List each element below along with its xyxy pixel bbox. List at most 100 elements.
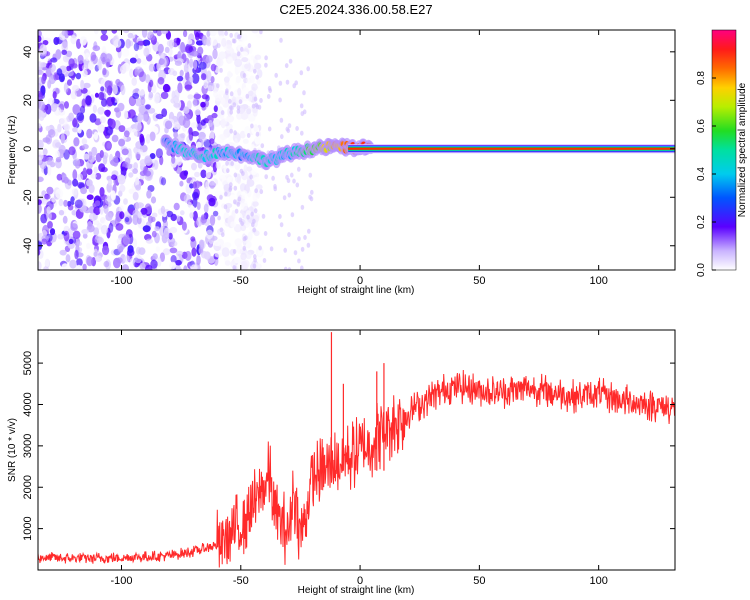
heatmap-noise-cell: [253, 68, 257, 74]
heatmap-noise-cell: [149, 34, 156, 41]
heatmap-noise-cell: [86, 179, 93, 187]
heatmap-noise-cell: [128, 172, 134, 178]
heatmap-noise-cell: [152, 30, 158, 34]
heatmap-noise-cell: [236, 105, 241, 111]
heatmap-noise-cell: [72, 169, 78, 181]
heatmap-noise-cell: [59, 249, 67, 256]
heatmap-noise-cell: [154, 226, 160, 232]
heatmap-noise-cell: [74, 160, 81, 169]
heatmap-noise-cell: [253, 208, 258, 214]
heatmap-noise-cell: [68, 238, 74, 245]
heatmap-noise-cell: [71, 188, 78, 196]
heatmap-noise-cell: [59, 59, 64, 66]
heatmap-noise-cell: [264, 62, 268, 68]
heatmap-noise-cell: [45, 125, 51, 131]
heatmap-noise-cell: [273, 184, 277, 189]
heatmap-noise-cell: [141, 59, 148, 65]
heatmap-noise-cell: [176, 215, 181, 222]
heatmap-noise-cell: [117, 174, 125, 181]
heatmap-noise-cell: [119, 205, 124, 213]
heatmap-noise-cell: [175, 250, 184, 256]
heatmap-noise-cell: [228, 98, 232, 104]
heatmap-noise-cell: [252, 201, 259, 207]
heatmap-noise-cell: [82, 69, 88, 77]
heatmap-noise-cell: [162, 83, 171, 93]
heatmap-noise-cell: [294, 80, 299, 86]
heatmap-noise-cell: [268, 88, 273, 94]
heatmap-noise-cell: [200, 101, 206, 108]
heatmap-noise-cell: [205, 167, 212, 179]
heatmap-noise-cell: [279, 117, 284, 123]
heatmap-noise-cell: [266, 94, 271, 99]
heatmap-noise-cell: [196, 255, 201, 266]
heatmap-noise-cell: [246, 166, 253, 172]
heatmap-noise-cell: [306, 66, 311, 72]
heatmap-noise-cell: [131, 77, 137, 86]
heatmap-noise-cell: [217, 43, 221, 49]
heatmap-noise-cell: [56, 173, 63, 181]
heatmap-noise-cell: [49, 63, 56, 72]
heatmap-noise-cell: [43, 266, 49, 270]
heatmap-noise-cell: [100, 52, 107, 63]
heatmap-noise-cell: [183, 113, 191, 121]
heatmap-noise-cell: [205, 229, 214, 240]
heatmap-noise-cell: [53, 72, 58, 81]
heatmap-noise-cell: [241, 57, 249, 63]
heatmap-noise-cell: [240, 203, 248, 211]
heatmap-noise-cell: [137, 89, 146, 96]
y-tick-label: 0: [22, 146, 34, 152]
heatmap-noise-cell: [86, 194, 94, 200]
heatmap-noise-cell: [153, 93, 160, 104]
heatmap-noise-cell: [191, 247, 197, 257]
heatmap-noise-cell: [190, 236, 196, 242]
heatmap-noise-cell: [93, 206, 101, 216]
heatmap-noise-cell: [310, 189, 314, 195]
heatmap-noise-cell: [102, 155, 108, 165]
heatmap-noise-cell: [136, 58, 142, 64]
heatmap-noise-cell: [46, 210, 52, 222]
heatmap-noise-cell: [179, 180, 184, 187]
heatmap-noise-cell: [300, 204, 305, 210]
heatmap-noise-cell: [192, 181, 198, 189]
heatmap-noise-cell: [235, 120, 243, 128]
heatmap-noise-cell: [254, 62, 262, 70]
heatmap-noise-cell: [80, 79, 85, 90]
heatmap-noise-cell: [233, 256, 242, 264]
heatmap-noise-cell: [135, 98, 143, 107]
heatmap-noise-cell: [150, 259, 158, 269]
heatmap-noise-cell: [237, 196, 242, 202]
heatmap-noise-cell: [90, 51, 97, 61]
heatmap-noise-cell: [59, 117, 68, 127]
heatmap-noise-cell: [309, 196, 314, 202]
heatmap-noise-cell: [50, 57, 58, 63]
heatmap-noise-cell: [104, 109, 111, 116]
heatmap-noise-cell: [38, 151, 44, 161]
heatmap-noise-cell: [60, 133, 65, 144]
heatmap-noise-cell: [118, 125, 126, 133]
heatmap-noise-cell: [86, 242, 91, 249]
heatmap-noise-cell: [72, 127, 79, 133]
heatmap-noise-cell: [236, 34, 241, 40]
heatmap-noise-cell: [153, 159, 159, 170]
heatmap-noise-cell: [213, 105, 218, 113]
heatmap-noise-cell: [297, 236, 301, 242]
heatmap-noise-cell: [97, 124, 105, 133]
heatmap-noise-cell: [75, 72, 82, 80]
heatmap-noise-cell: [99, 187, 105, 197]
y-tick-label: -40: [22, 238, 34, 254]
heatmap-noise-cell: [238, 217, 243, 223]
heatmap-noise-cell: [261, 213, 266, 219]
heatmap-noise-cell: [196, 202, 201, 210]
heatmap-noise-cell: [240, 33, 248, 42]
heatmap-noise-cell: [129, 258, 136, 269]
heatmap-noise-cell: [183, 30, 188, 38]
snr-x-axis-label: Height of straight line (km): [298, 585, 415, 596]
heatmap-noise-cell: [245, 93, 250, 99]
heatmap-noise-cell: [195, 32, 200, 41]
heatmap-noise-cell: [246, 133, 251, 138]
heatmap-noise-cell: [145, 134, 151, 144]
heatmap-noise-cell: [74, 249, 79, 260]
heatmap-noise-cell: [180, 41, 186, 53]
heatmap-noise-cell: [146, 190, 152, 199]
